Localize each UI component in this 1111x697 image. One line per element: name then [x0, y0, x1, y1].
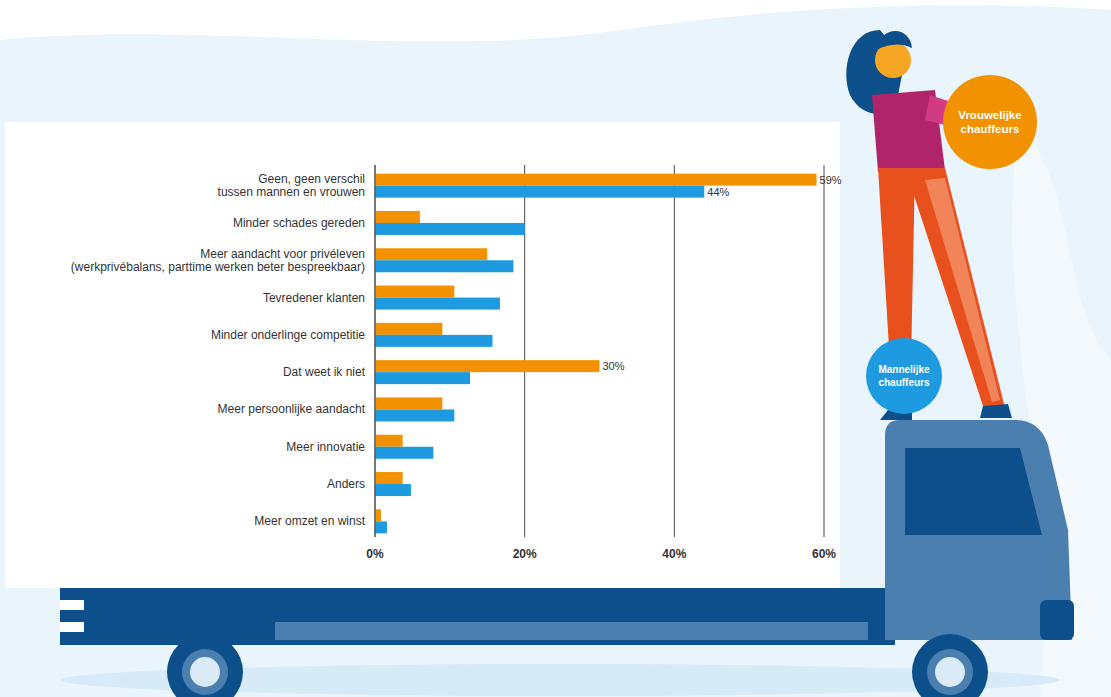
bar — [375, 323, 442, 335]
bar — [375, 174, 817, 186]
legend-swatch — [943, 75, 1037, 169]
category-label: Minder onderlinge competitie — [211, 328, 365, 342]
category-labels: Geen, geen verschiltussen mannen en vrou… — [71, 172, 366, 528]
truck-wheel-hub — [935, 657, 965, 687]
x-tick-labels: 0% 20% 40% 60% — [366, 547, 836, 561]
grid — [375, 165, 824, 537]
truck-bumper — [1040, 600, 1074, 640]
bar — [375, 447, 433, 459]
data-label: 44% — [707, 186, 729, 198]
category-label-line: Geen, geen verschil — [258, 172, 365, 186]
legend-label: Vrouwelijke chauffeurs — [958, 109, 1021, 135]
legend-label-line: Mannelijke — [878, 364, 930, 375]
truck-wheel-rim — [927, 649, 973, 695]
category-label: Meer persoonlijke aandacht — [218, 402, 366, 416]
category-label-line: Minder onderlinge competitie — [211, 328, 365, 342]
truck-wheel-hub — [190, 657, 220, 687]
tick-label: 0% — [366, 547, 384, 561]
bar — [375, 298, 500, 310]
tick-label: 20% — [513, 547, 537, 561]
category-label: Meer aandacht voor privéleven(werkprivéb… — [71, 247, 365, 274]
chart: 0% 20% 40% 60% Geen, geen verschiltussen man… — [0, 0, 1111, 697]
bar — [375, 409, 454, 421]
background-blob — [0, 5, 1111, 697]
truck-wheel-rim — [182, 649, 228, 695]
woman-hair-top — [876, 31, 912, 50]
category-label-line: Meer omzet en winst — [254, 514, 365, 528]
bar — [375, 360, 600, 372]
legend-label-line: chauffeurs — [961, 123, 1020, 135]
data-label: 59% — [820, 174, 842, 186]
bar — [375, 211, 420, 223]
grid-line — [524, 165, 525, 537]
category-label: Dat weet ik niet — [283, 365, 366, 379]
category-label: Anders — [327, 477, 365, 491]
bar — [375, 484, 411, 496]
tick-label: 40% — [662, 547, 686, 561]
bar — [375, 223, 525, 235]
category-label-line: Tevredener klanten — [263, 291, 365, 305]
bar — [375, 372, 470, 384]
category-label: Meer innovatie — [286, 440, 365, 454]
bar — [375, 248, 487, 260]
grid-line — [674, 165, 675, 537]
category-label: Minder schades gereden — [233, 216, 365, 230]
category-label-line: Meer innovatie — [286, 440, 365, 454]
category-label-line: Minder schades gereden — [233, 216, 365, 230]
truck-bed-notch — [60, 600, 84, 610]
bar — [375, 435, 403, 447]
truck-window — [905, 448, 1042, 535]
bar — [375, 509, 381, 521]
tick-label: 60% — [812, 547, 836, 561]
legend: Vrouwelijke chauffeurs Mannelijke chauffeur… — [866, 75, 1037, 414]
category-label-line: tussen mannen en vrouwen — [218, 185, 365, 199]
category-label: Tevredener klanten — [263, 291, 365, 305]
legend-label-line: Vrouwelijke — [958, 109, 1021, 121]
bar — [375, 260, 513, 272]
bar — [375, 335, 492, 347]
grid-line — [375, 165, 376, 537]
decoration — [0, 0, 1111, 697]
bar — [375, 472, 403, 484]
truck-wheel — [167, 634, 243, 697]
woman-shoe — [980, 404, 1012, 418]
bars — [375, 174, 817, 534]
bar — [375, 286, 454, 298]
y-axis-line — [375, 165, 376, 537]
chart-panel — [5, 122, 840, 588]
truck-bed-notch — [60, 622, 84, 632]
grid-line — [824, 165, 825, 537]
data-label: 30% — [603, 360, 625, 372]
truck-bed — [60, 588, 895, 645]
category-label-line: Meer persoonlijke aandacht — [218, 402, 366, 416]
legend-swatch — [866, 338, 942, 414]
truck-wheel — [912, 634, 988, 697]
legend-label: Mannelijke chauffeurs — [878, 364, 930, 388]
legend-label-line: chauffeurs — [878, 377, 930, 388]
truck-stripe — [275, 622, 868, 640]
category-label-line: Meer aandacht voor privéleven — [200, 247, 365, 261]
data-labels: 59% 30% 44% — [603, 174, 842, 373]
category-label-line: Anders — [327, 477, 365, 491]
category-label: Meer omzet en winst — [254, 514, 365, 528]
category-label-line: (werkprivébalans, parttime werken beter … — [71, 260, 365, 274]
background — [0, 0, 1111, 697]
x-axis-range — [375, 537, 824, 538]
bar — [375, 521, 387, 533]
category-label: Geen, geen verschiltussen mannen en vrou… — [218, 172, 365, 199]
category-label-line: Dat weet ik niet — [283, 365, 366, 379]
bar — [375, 186, 704, 198]
bar — [375, 397, 442, 409]
